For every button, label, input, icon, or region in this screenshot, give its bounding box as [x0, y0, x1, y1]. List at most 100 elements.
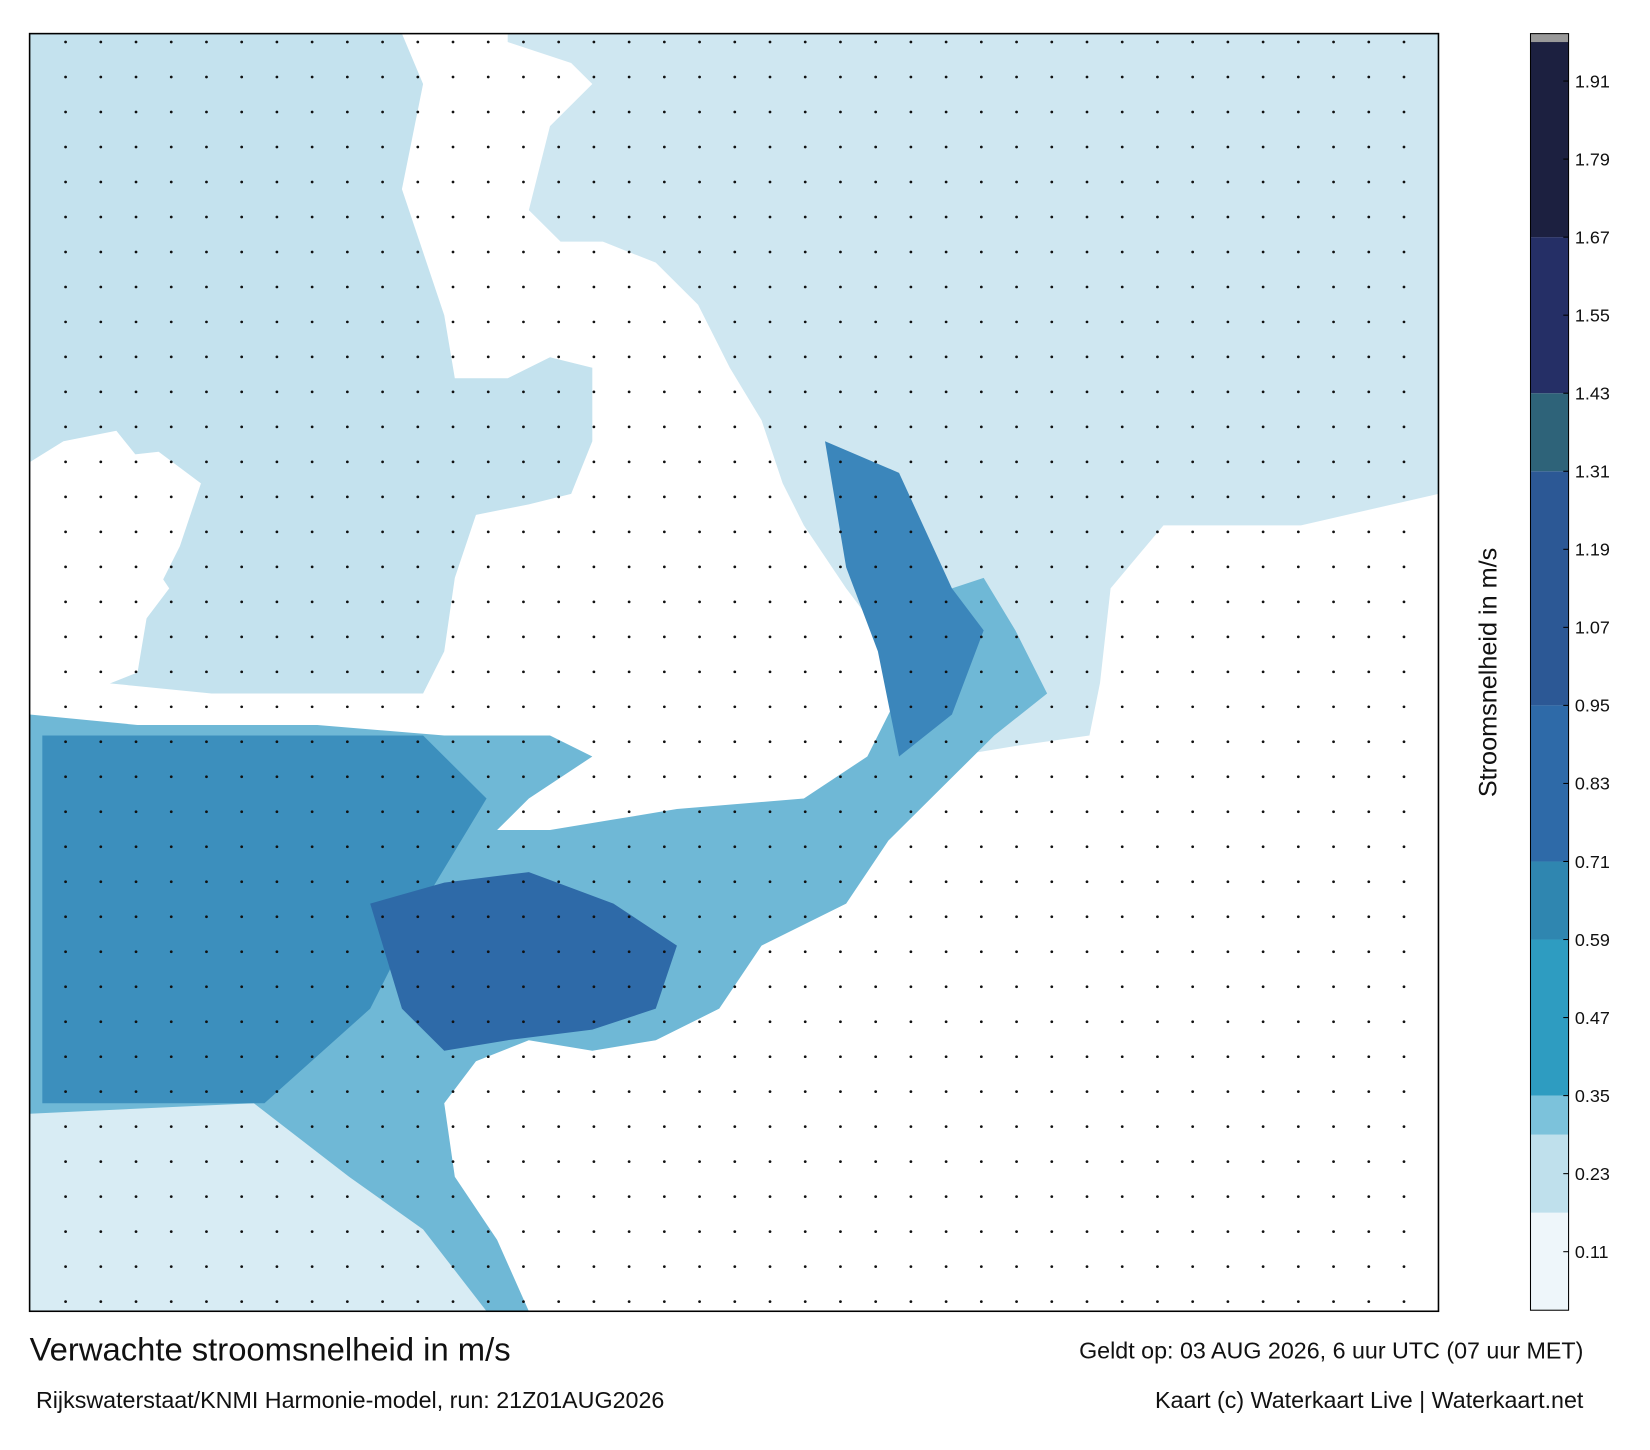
grid-dot	[839, 75, 842, 79]
grid-dot	[592, 1020, 596, 1024]
grid-dot	[1191, 775, 1195, 779]
grid-dot	[522, 355, 525, 359]
grid-dot	[134, 1125, 138, 1129]
grid-dot	[1226, 75, 1230, 79]
colorbar-band	[1530, 1212, 1569, 1311]
grid-dot	[592, 775, 596, 779]
grid-dot	[205, 285, 208, 289]
grid-dot	[1050, 1265, 1054, 1268]
grid-dot	[310, 180, 314, 184]
grid-dot	[627, 600, 631, 604]
grid-dot	[909, 530, 913, 534]
grid-dot	[486, 1265, 490, 1268]
grid-dot	[381, 880, 384, 884]
grid-dot	[345, 635, 349, 639]
grid-dot	[557, 390, 561, 394]
grid-dot	[662, 1195, 666, 1199]
grid-dot	[979, 530, 983, 534]
grid-dot	[1050, 1160, 1054, 1164]
grid-dot	[874, 1230, 878, 1233]
grid-dot	[1261, 1090, 1265, 1094]
grid-dot	[134, 1195, 138, 1199]
grid-dot	[240, 425, 244, 429]
grid-dot	[275, 1230, 279, 1233]
grid-dot	[1050, 75, 1054, 79]
grid-dot	[944, 740, 948, 744]
grid-dot	[874, 600, 878, 604]
grid-dot	[310, 1265, 314, 1268]
grid-dot	[345, 250, 349, 254]
grid-dot	[1332, 740, 1335, 744]
grid-dot	[909, 215, 913, 219]
grid-dot	[1332, 810, 1335, 814]
grid-dot	[205, 635, 208, 639]
grid-dot	[662, 600, 666, 604]
grid-dot	[169, 250, 173, 254]
grid-dot	[1015, 740, 1018, 744]
grid-dot	[874, 1195, 878, 1199]
grid-dot	[205, 1230, 208, 1233]
grid-dot	[1015, 635, 1018, 639]
grid-dot	[944, 950, 948, 954]
grid-dot	[451, 565, 455, 569]
grid-dot	[803, 1300, 807, 1303]
grid-dot	[1085, 950, 1089, 954]
grid-dot	[874, 740, 878, 744]
grid-dot	[839, 635, 842, 639]
grid-dot	[205, 110, 208, 114]
grid-dot	[134, 810, 138, 814]
grid-dot	[1050, 1055, 1054, 1059]
grid-dot	[310, 880, 314, 884]
grid-dot	[557, 1020, 561, 1024]
grid-dot	[944, 75, 948, 79]
grid-dot	[1156, 810, 1159, 814]
grid-dot	[944, 1300, 948, 1303]
grid-dot	[1367, 320, 1371, 324]
grid-dot	[557, 775, 561, 779]
grid-dot	[627, 810, 631, 814]
grid-dot	[803, 285, 807, 289]
grid-dot	[1402, 390, 1406, 394]
grid-dot	[169, 1020, 173, 1024]
grid-dot	[1296, 530, 1300, 534]
grid-dot	[310, 670, 314, 674]
grid-dot	[803, 880, 807, 884]
grid-dot	[1367, 75, 1371, 79]
grid-dot	[979, 845, 983, 849]
grid-dot	[979, 1125, 983, 1129]
grid-dot	[1367, 530, 1371, 534]
grid-dot	[240, 950, 244, 954]
grid-dot	[381, 1300, 384, 1303]
grid-dot	[486, 425, 490, 429]
grid-dot	[416, 40, 420, 44]
grid-dot	[839, 145, 842, 149]
grid-dot	[627, 285, 631, 289]
grid-dot	[1156, 1265, 1159, 1268]
grid-dot	[205, 40, 208, 44]
grid-dot	[1296, 705, 1300, 709]
grid-dot	[451, 110, 455, 114]
grid-dot	[768, 425, 772, 429]
grid-dot	[486, 810, 490, 814]
grid-dot	[839, 1265, 842, 1268]
grid-dot	[1120, 1195, 1124, 1199]
grid-dot	[522, 250, 525, 254]
grid-dot	[874, 1300, 878, 1303]
grid-dot	[486, 845, 490, 849]
grid-dot	[803, 215, 807, 219]
grid-dot	[979, 110, 983, 114]
grid-dot	[1120, 285, 1124, 289]
grid-dot	[99, 810, 103, 814]
grid-dot	[698, 1230, 701, 1233]
grid-dot	[1156, 460, 1159, 464]
grid-dot	[240, 320, 244, 324]
grid-dot	[1050, 180, 1054, 184]
grid-dot	[381, 110, 384, 114]
grid-dot	[451, 355, 455, 359]
colorbar-band	[1530, 1095, 1569, 1135]
grid-dot	[1261, 460, 1265, 464]
grid-dot	[627, 1160, 631, 1164]
grid-dot	[1367, 40, 1371, 44]
grid-dot	[803, 810, 807, 814]
grid-dot	[627, 705, 631, 709]
